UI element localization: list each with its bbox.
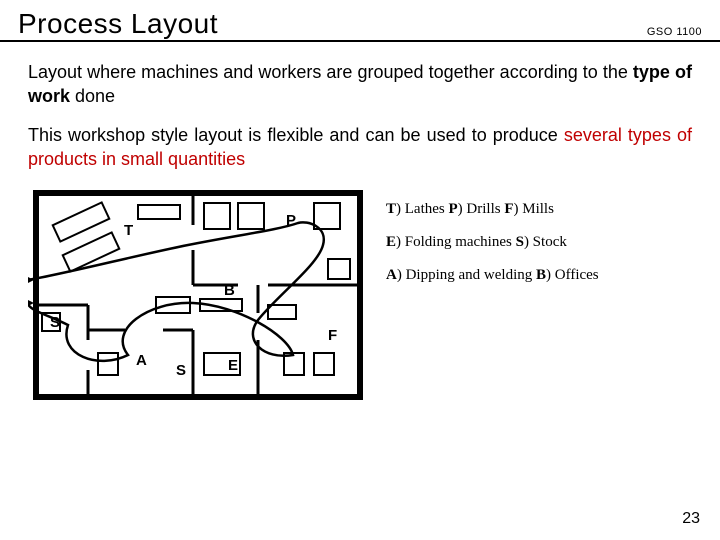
paragraph-2: This workshop style layout is flexible a…: [28, 123, 692, 172]
p1-text-a: Layout where machines and workers are gr…: [28, 62, 633, 82]
legend-text: ) Drills: [458, 201, 505, 217]
paragraph-1: Layout where machines and workers are gr…: [28, 60, 692, 109]
svg-text:B: B: [224, 282, 235, 299]
legend-text: ) Offices: [546, 267, 599, 283]
legend-text: ) Folding machines: [396, 234, 516, 250]
legend-key: S: [516, 234, 524, 250]
legend-key: T: [386, 201, 396, 217]
legend: T) Lathes P) Drills F) MillsE) Folding m…: [386, 185, 692, 292]
svg-text:E: E: [228, 357, 238, 374]
legend-key: A: [386, 267, 397, 283]
page-number: 23: [682, 510, 700, 528]
legend-text: ) Mills: [514, 201, 554, 217]
legend-line: A) Dipping and welding B) Offices: [386, 259, 692, 292]
page-title: Process Layout: [18, 8, 218, 40]
legend-text: ) Dipping and welding: [397, 267, 536, 283]
legend-line: E) Folding machines S) Stock: [386, 226, 692, 259]
svg-text:F: F: [328, 327, 337, 344]
legend-key: F: [504, 201, 513, 217]
svg-text:S: S: [176, 362, 186, 379]
floorplan-diagram: T P S B A S E F: [28, 185, 368, 405]
legend-line: T) Lathes P) Drills F) Mills: [386, 193, 692, 226]
p1-text-b: done: [70, 86, 115, 106]
course-code: GSO 1100: [647, 26, 702, 40]
legend-key: E: [386, 234, 396, 250]
legend-text: ) Stock: [524, 234, 567, 250]
legend-key: B: [536, 267, 546, 283]
svg-text:A: A: [136, 352, 147, 369]
legend-key: P: [449, 201, 458, 217]
svg-text:T: T: [124, 222, 133, 239]
p2-text-a: This workshop style layout is flexible a…: [28, 125, 564, 145]
svg-text:P: P: [286, 212, 296, 229]
legend-text: ) Lathes: [396, 201, 448, 217]
floorplan-svg: T P S B A S E F: [28, 185, 368, 405]
svg-text:S: S: [50, 314, 60, 331]
